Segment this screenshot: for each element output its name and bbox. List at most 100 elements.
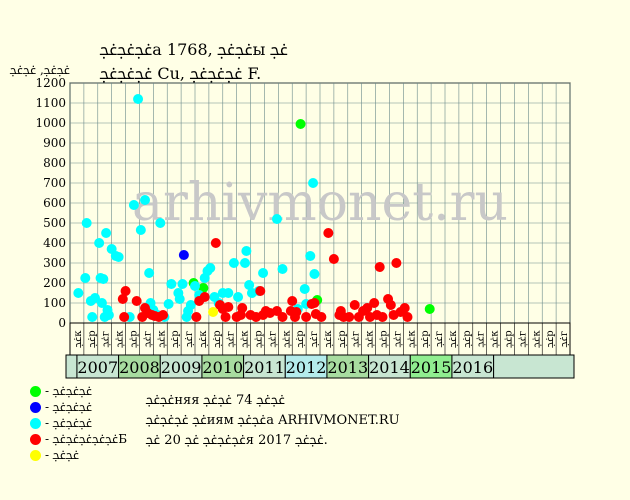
data-point: [223, 288, 234, 298]
slot-label: ﲼк: [73, 330, 84, 349]
year-label: 2007: [77, 358, 118, 377]
slot-label: ﲼр: [129, 330, 140, 348]
data-point: [349, 300, 360, 310]
slot-label: ﲼк: [115, 330, 126, 349]
data-point: [299, 284, 310, 294]
slot-label: ﲼр: [504, 330, 515, 348]
y-tick-label: 1100: [35, 96, 66, 110]
slot-label: ﲼг: [309, 331, 320, 348]
slot-label: ﲼр: [87, 330, 98, 348]
data-point: [277, 264, 288, 274]
data-point: [131, 296, 142, 306]
data-point: [133, 94, 144, 104]
note-line2: ﲼ ﲼﲼﲼиям ﲼﲼа ARHIVMONET.RU: [146, 413, 400, 428]
data-point: [374, 262, 385, 272]
legend-dot-icon: [30, 434, 41, 445]
data-point: [309, 269, 320, 279]
slot-label: ﲼк: [448, 330, 459, 349]
y-tick-label: 200: [43, 276, 66, 290]
data-point: [271, 214, 282, 224]
data-point: [166, 279, 177, 289]
data-point: [113, 252, 124, 262]
legend-label: - ﲼﲼﲼ: [45, 416, 93, 430]
data-point: [174, 294, 185, 304]
year-label: 2015: [411, 358, 452, 377]
slot-label: ﲼр: [337, 330, 348, 348]
data-point: [391, 258, 402, 268]
data-point: [87, 312, 98, 322]
y-tick-label: 900: [43, 136, 66, 150]
legend-item: - ﲼﲼﲼ: [30, 400, 92, 414]
data-point: [177, 279, 188, 289]
data-point: [128, 200, 139, 210]
slot-label: ﲼг: [226, 331, 237, 348]
data-point: [424, 304, 435, 314]
data-point: [80, 273, 91, 283]
data-point: [190, 281, 200, 291]
slot-label: ﲼг: [392, 331, 403, 348]
slot-label: ﲼр: [212, 330, 223, 348]
data-point: [362, 303, 373, 313]
data-point: [385, 300, 396, 310]
slot-label: ﲼр: [295, 330, 306, 348]
year-cell-trail: [493, 354, 575, 379]
year-label: 2012: [286, 358, 327, 377]
legend-item: - ﲼﲼ: [30, 448, 79, 462]
slot-label: ﲼг: [434, 331, 445, 348]
legend-dot-icon: [30, 386, 41, 397]
data-point: [291, 307, 302, 317]
slot-label: ﲼг: [559, 331, 570, 348]
data-point: [98, 274, 109, 284]
data-point: [96, 298, 107, 308]
legend-label: - ﲼﲼﲼ: [45, 384, 93, 398]
y-tick-label: 100: [43, 296, 66, 310]
data-point: [328, 254, 339, 264]
slot-label: ﲼр: [462, 330, 473, 348]
slot-label: ﲼг: [267, 331, 278, 348]
y-tick-label: 700: [43, 176, 66, 190]
legend-dot-icon: [30, 402, 41, 413]
legend-item: - ﲼﲼﲼ: [30, 384, 92, 398]
slot-label: ﲼг: [476, 331, 487, 348]
slot-label: ﲼг: [101, 331, 112, 348]
data-point: [205, 263, 216, 273]
data-point: [81, 218, 92, 228]
legend-dot-icon: [30, 418, 41, 429]
legend-label: - ﲼﲼ: [45, 448, 80, 462]
data-point: [237, 303, 248, 313]
year-label: 2016: [452, 358, 493, 377]
y-tick-label: 1000: [35, 116, 66, 130]
data-point: [287, 296, 298, 306]
data-point: [163, 299, 174, 309]
slot-label: ﲼг: [142, 331, 153, 348]
slot-label: ﲼк: [406, 330, 417, 349]
slot-label: ﲼр: [379, 330, 390, 348]
legend-label: - ﲼﲼﲼ: [45, 400, 93, 414]
slot-label: ﲼр: [420, 330, 431, 348]
slot-label: ﲼг: [184, 331, 195, 348]
data-point: [241, 246, 252, 256]
data-point: [155, 218, 166, 228]
slot-label: ﲼк: [490, 330, 501, 349]
y-tick-label: 600: [43, 196, 66, 210]
slot-label: ﲼр: [254, 330, 265, 348]
data-point: [369, 298, 380, 308]
year-label: 2014: [369, 358, 410, 377]
data-point: [309, 298, 320, 308]
data-point: [140, 195, 150, 205]
data-point: [103, 310, 114, 320]
data-point: [208, 307, 219, 317]
slot-label: ﲼк: [323, 330, 334, 349]
data-point: [220, 312, 231, 322]
y-axis-label: ﲼﲼ, ﲼﲼ: [10, 63, 70, 77]
legend-label: - ﲼﲼﲼﲼﲼБ: [45, 432, 128, 446]
data-point: [210, 238, 221, 248]
chart-title-line2: ﲼﲼﲼ Cu, ﲼﲼﲼ F.: [100, 64, 262, 83]
data-point: [228, 258, 239, 268]
slot-label: ﲼк: [156, 330, 167, 349]
data-point: [73, 288, 84, 298]
data-point: [199, 292, 210, 302]
data-point: [94, 238, 105, 248]
data-point: [308, 178, 319, 188]
